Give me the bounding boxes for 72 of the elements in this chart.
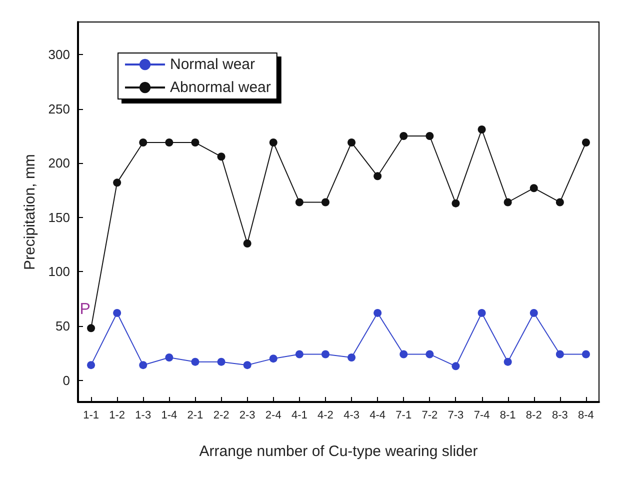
point bbox=[582, 350, 590, 358]
x-tick-label: 8-2 bbox=[526, 410, 542, 422]
y-axis-title: Precipitation, mm bbox=[21, 154, 38, 270]
point bbox=[191, 358, 200, 366]
x-tick-label: 4-2 bbox=[318, 410, 334, 422]
x-tick-label: 2-1 bbox=[187, 410, 204, 422]
annotation: P bbox=[80, 301, 90, 318]
point bbox=[165, 353, 174, 362]
point bbox=[504, 358, 512, 366]
x-tick-label: 4-1 bbox=[291, 410, 308, 422]
point bbox=[321, 198, 330, 206]
point bbox=[452, 362, 460, 370]
point bbox=[139, 138, 148, 147]
point bbox=[269, 138, 278, 147]
point bbox=[400, 132, 408, 140]
point bbox=[374, 172, 382, 180]
x-tick-label: 1-4 bbox=[161, 410, 178, 422]
x-tick-label: 8-4 bbox=[578, 410, 594, 422]
y-tick-label: 150 bbox=[48, 210, 70, 225]
point bbox=[217, 358, 226, 366]
x-tick-label: 2-3 bbox=[239, 410, 256, 422]
point bbox=[556, 198, 564, 206]
point bbox=[452, 199, 460, 208]
point bbox=[582, 138, 590, 147]
x-tick-label: 8-1 bbox=[500, 410, 516, 422]
point bbox=[87, 361, 96, 370]
point bbox=[165, 138, 174, 147]
x-tick-label: 1-2 bbox=[109, 410, 126, 422]
x-tick-label: 1-3 bbox=[135, 410, 152, 422]
legend-label: Normal wear bbox=[170, 56, 256, 73]
x-tick-label: 1-1 bbox=[83, 410, 99, 422]
point bbox=[191, 138, 200, 147]
point bbox=[374, 308, 382, 317]
point bbox=[530, 308, 538, 317]
y-tick-label: 0 bbox=[62, 372, 70, 388]
point bbox=[426, 132, 434, 140]
point bbox=[478, 308, 486, 317]
point bbox=[139, 361, 148, 370]
legend-label: Abnormal wear bbox=[170, 79, 271, 96]
y-tick-label: 200 bbox=[48, 156, 70, 171]
x-tick-label: 7-4 bbox=[474, 410, 490, 422]
point bbox=[348, 138, 356, 147]
point bbox=[113, 178, 122, 187]
x-tick-label: 2-2 bbox=[213, 410, 230, 422]
y-tick-label: 50 bbox=[56, 318, 70, 334]
x-tick-label: 4-3 bbox=[344, 410, 360, 422]
x-tick-label: 8-3 bbox=[552, 410, 568, 422]
point bbox=[504, 198, 512, 206]
point bbox=[400, 350, 408, 358]
x-tick-label: 7-1 bbox=[396, 410, 412, 422]
point bbox=[530, 184, 538, 192]
point bbox=[295, 350, 304, 358]
x-tick-label: 2-4 bbox=[265, 410, 282, 422]
point bbox=[426, 350, 434, 358]
y-tick-label: 100 bbox=[48, 264, 70, 280]
point bbox=[87, 324, 96, 332]
x-tick-label: 7-3 bbox=[448, 410, 464, 422]
point bbox=[348, 353, 356, 362]
x-tick-label: 7-2 bbox=[422, 410, 438, 422]
point bbox=[217, 152, 226, 161]
x-tick-label: 4-4 bbox=[370, 410, 386, 422]
point bbox=[478, 125, 486, 134]
point bbox=[113, 308, 122, 317]
point bbox=[243, 239, 252, 248]
point bbox=[243, 361, 252, 370]
point bbox=[269, 354, 278, 363]
y-tick-label: 300 bbox=[48, 47, 70, 62]
point bbox=[556, 350, 564, 358]
point bbox=[321, 350, 330, 358]
point bbox=[295, 198, 304, 206]
x-axis-title: Arrange number of Cu-type wearing slider bbox=[199, 443, 478, 460]
y-tick-label: 250 bbox=[48, 101, 70, 116]
